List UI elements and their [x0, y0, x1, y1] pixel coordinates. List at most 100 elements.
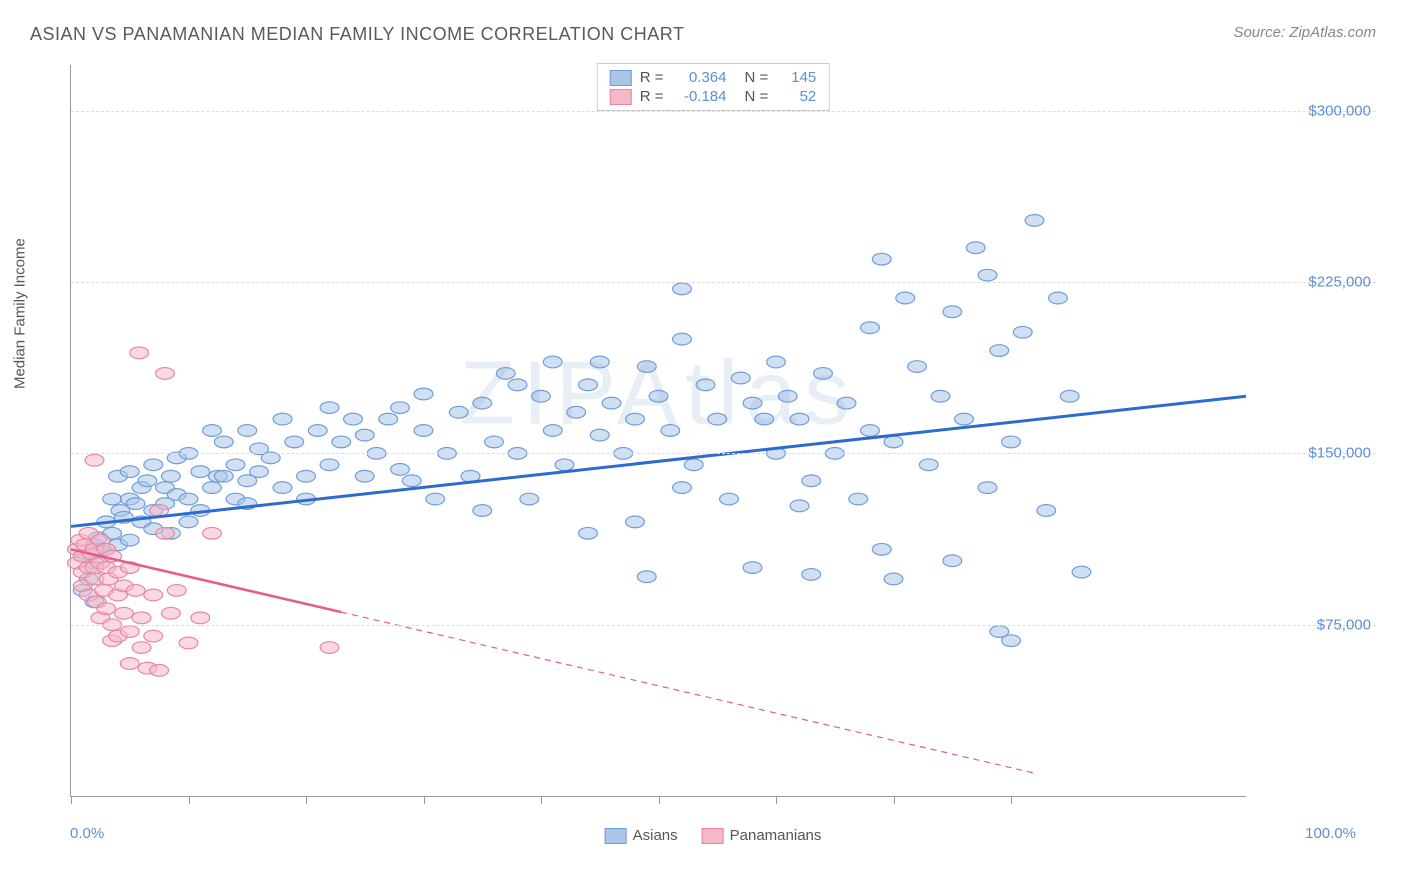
scatter-point — [120, 658, 139, 670]
scatter-point — [144, 459, 163, 471]
scatter-point — [1072, 566, 1091, 578]
scatter-point — [602, 397, 621, 409]
legend-swatch — [605, 828, 627, 844]
scatter-point — [355, 470, 374, 482]
scatter-point — [320, 402, 339, 414]
scatter-point — [203, 425, 222, 437]
scatter-point — [426, 493, 445, 505]
scatter-point — [532, 390, 551, 402]
y-tick-label: $300,000 — [1308, 102, 1371, 119]
scatter-point — [955, 413, 974, 425]
scatter-point — [308, 425, 327, 437]
scatter-point — [97, 603, 116, 615]
scatter-point — [931, 390, 950, 402]
y-tick-label: $225,000 — [1308, 274, 1371, 291]
scatter-point — [1025, 214, 1044, 226]
plot-area: ZIPAtlas $75,000$150,000$225,000$300,000 — [70, 65, 1246, 797]
x-axis-max-label: 100.0% — [1305, 825, 1356, 842]
scatter-point — [320, 459, 339, 471]
scatter-point — [543, 356, 562, 368]
legend-series-label: Panamanians — [730, 827, 822, 844]
scatter-point — [226, 459, 245, 471]
scatter-point — [790, 500, 809, 512]
trend-line-dashed — [341, 612, 1034, 773]
scatter-point — [661, 425, 680, 437]
scatter-point — [273, 413, 292, 425]
x-tick — [541, 796, 542, 804]
scatter-point — [114, 607, 133, 619]
scatter-point — [555, 459, 574, 471]
scatter-point — [214, 436, 233, 448]
scatter-point — [884, 573, 903, 585]
scatter-point — [508, 379, 527, 391]
scatter-point — [144, 630, 163, 642]
legend-n-label: N = — [745, 69, 769, 86]
scatter-point — [238, 425, 257, 437]
scatter-point — [720, 493, 739, 505]
scatter-point — [990, 345, 1009, 357]
scatter-point — [767, 356, 786, 368]
scatter-point — [802, 475, 821, 487]
scatter-point — [179, 493, 198, 505]
scatter-point — [355, 429, 374, 441]
scatter-point — [743, 562, 762, 574]
scatter-point — [391, 402, 410, 414]
gridline — [71, 625, 1376, 626]
legend-r-value: 0.364 — [672, 69, 727, 86]
scatter-point — [126, 585, 145, 597]
scatter-point — [637, 571, 656, 583]
legend-swatch — [610, 89, 632, 105]
scatter-point — [485, 436, 504, 448]
scatter-point — [414, 425, 433, 437]
scatter-point — [250, 466, 269, 478]
x-tick — [306, 796, 307, 804]
scatter-point — [1049, 292, 1068, 304]
legend-n-label: N = — [745, 88, 769, 105]
scatter-point — [161, 607, 180, 619]
scatter-point — [179, 516, 198, 528]
scatter-point — [1002, 436, 1021, 448]
scatter-point — [896, 292, 915, 304]
scatter-point — [802, 569, 821, 581]
scatter-point — [778, 390, 797, 402]
scatter-point — [120, 466, 139, 478]
scatter-point — [849, 493, 868, 505]
scatter-point — [673, 333, 692, 345]
scatter-point — [837, 397, 856, 409]
legend-r-value: -0.184 — [672, 88, 727, 105]
scatter-point — [590, 429, 609, 441]
scatter-point — [344, 413, 363, 425]
x-axis-min-label: 0.0% — [70, 825, 104, 842]
legend-series: Asians Panamanians — [605, 827, 822, 844]
scatter-point — [908, 361, 927, 373]
scatter-point — [130, 347, 149, 359]
scatter-point — [103, 493, 122, 505]
scatter-point — [637, 361, 656, 373]
legend-series-item: Asians — [605, 827, 678, 844]
scatter-point — [132, 642, 151, 654]
x-tick — [71, 796, 72, 804]
scatter-point — [872, 253, 891, 265]
x-tick — [776, 796, 777, 804]
scatter-point — [191, 612, 210, 624]
scatter-point — [684, 459, 703, 471]
legend-n-value: 145 — [776, 69, 816, 86]
plot-svg — [71, 65, 1246, 796]
scatter-point — [449, 406, 468, 418]
scatter-point — [872, 543, 891, 555]
scatter-point — [626, 516, 645, 528]
scatter-point — [414, 388, 433, 400]
scatter-point — [85, 454, 104, 466]
scatter-point — [496, 368, 515, 380]
scatter-point — [649, 390, 668, 402]
scatter-point — [590, 356, 609, 368]
legend-swatch — [702, 828, 724, 844]
scatter-point — [156, 368, 175, 380]
y-axis-label: Median Family Income — [12, 238, 29, 389]
scatter-point — [179, 637, 198, 649]
scatter-point — [743, 397, 762, 409]
legend-r-label: R = — [640, 88, 664, 105]
legend-correlation: R = 0.364 N = 145 R = -0.184 N = 52 — [597, 63, 830, 111]
scatter-point — [626, 413, 645, 425]
chart-source: Source: ZipAtlas.com — [1233, 24, 1376, 41]
